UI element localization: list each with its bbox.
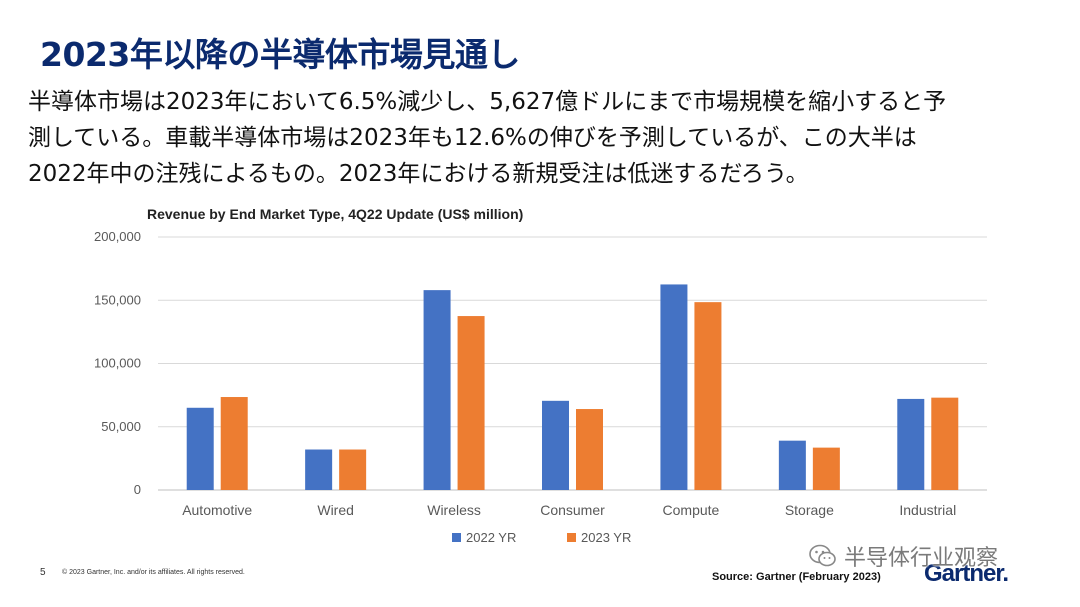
- x-tick-label: Compute: [663, 502, 720, 518]
- y-tick-label: 150,000: [94, 292, 141, 307]
- x-tick-label: Consumer: [540, 502, 605, 518]
- bar-automotive-2023-yr: [220, 397, 248, 490]
- x-tick-label: Industrial: [899, 502, 956, 518]
- bar-wired-2023-yr: [339, 449, 367, 490]
- body-line: 測している。車載半導体市場は2023年も12.6%の伸びを予測しているが、この大…: [28, 125, 917, 151]
- bar-automotive-2022-yr: [186, 407, 214, 490]
- bar-compute-2023-yr: [694, 302, 722, 490]
- body-line: 2022年中の注残によるもの。2023年における新規受注は低迷するだろう。: [28, 161, 809, 187]
- legend-label: 2022 YR: [466, 530, 516, 545]
- bar-consumer-2023-yr: [576, 409, 603, 490]
- x-tick-label: Automotive: [182, 502, 252, 518]
- bar-industrial-2022-yr: [897, 398, 925, 490]
- gartner-logo: Gartner.: [924, 560, 1009, 587]
- legend-swatch: [452, 533, 461, 542]
- y-tick-label: 100,000: [94, 356, 141, 371]
- chart-title: Revenue by End Market Type, 4Q22 Update …: [147, 206, 524, 222]
- bar-consumer-2022-yr: [542, 400, 569, 490]
- y-tick-label: 50,000: [101, 419, 141, 434]
- bar-storage-2022-yr: [778, 440, 806, 490]
- y-tick-label: 0: [134, 482, 141, 497]
- bar-wireless-2022-yr: [423, 290, 451, 490]
- bar-industrial-2023-yr: [931, 397, 959, 490]
- source-text: Source: Gartner (February 2023): [712, 571, 881, 583]
- wechat-icon: [809, 544, 836, 567]
- slide-title: 2023年以降の半導体市場見通し: [40, 35, 520, 74]
- y-tick-label: 200,000: [94, 229, 141, 244]
- x-tick-label: Wired: [317, 502, 354, 518]
- bar-storage-2023-yr: [812, 447, 840, 490]
- watermark: 半导体行业观察: [808, 540, 998, 572]
- page-number: 5: [40, 567, 46, 578]
- copyright-text: © 2023 Gartner, Inc. and/or its affiliat…: [62, 569, 245, 576]
- legend-swatch: [567, 533, 576, 542]
- legend-label: 2023 YR: [581, 530, 631, 545]
- x-tick-label: Wireless: [427, 502, 481, 518]
- watermark-text: 半导体行业观察: [844, 546, 999, 571]
- body-line: 半導体市場は2023年において6.5%減少し、5,627億ドルにまで市場規模を縮…: [28, 89, 947, 115]
- bar-wired-2022-yr: [305, 449, 333, 490]
- bar-compute-2022-yr: [660, 284, 688, 490]
- x-tick-label: Storage: [785, 502, 834, 518]
- body-text: 半導体市場は2023年において6.5%減少し、5,627億ドルにまで市場規模を縮…: [28, 84, 1048, 192]
- bar-wireless-2023-yr: [457, 316, 485, 490]
